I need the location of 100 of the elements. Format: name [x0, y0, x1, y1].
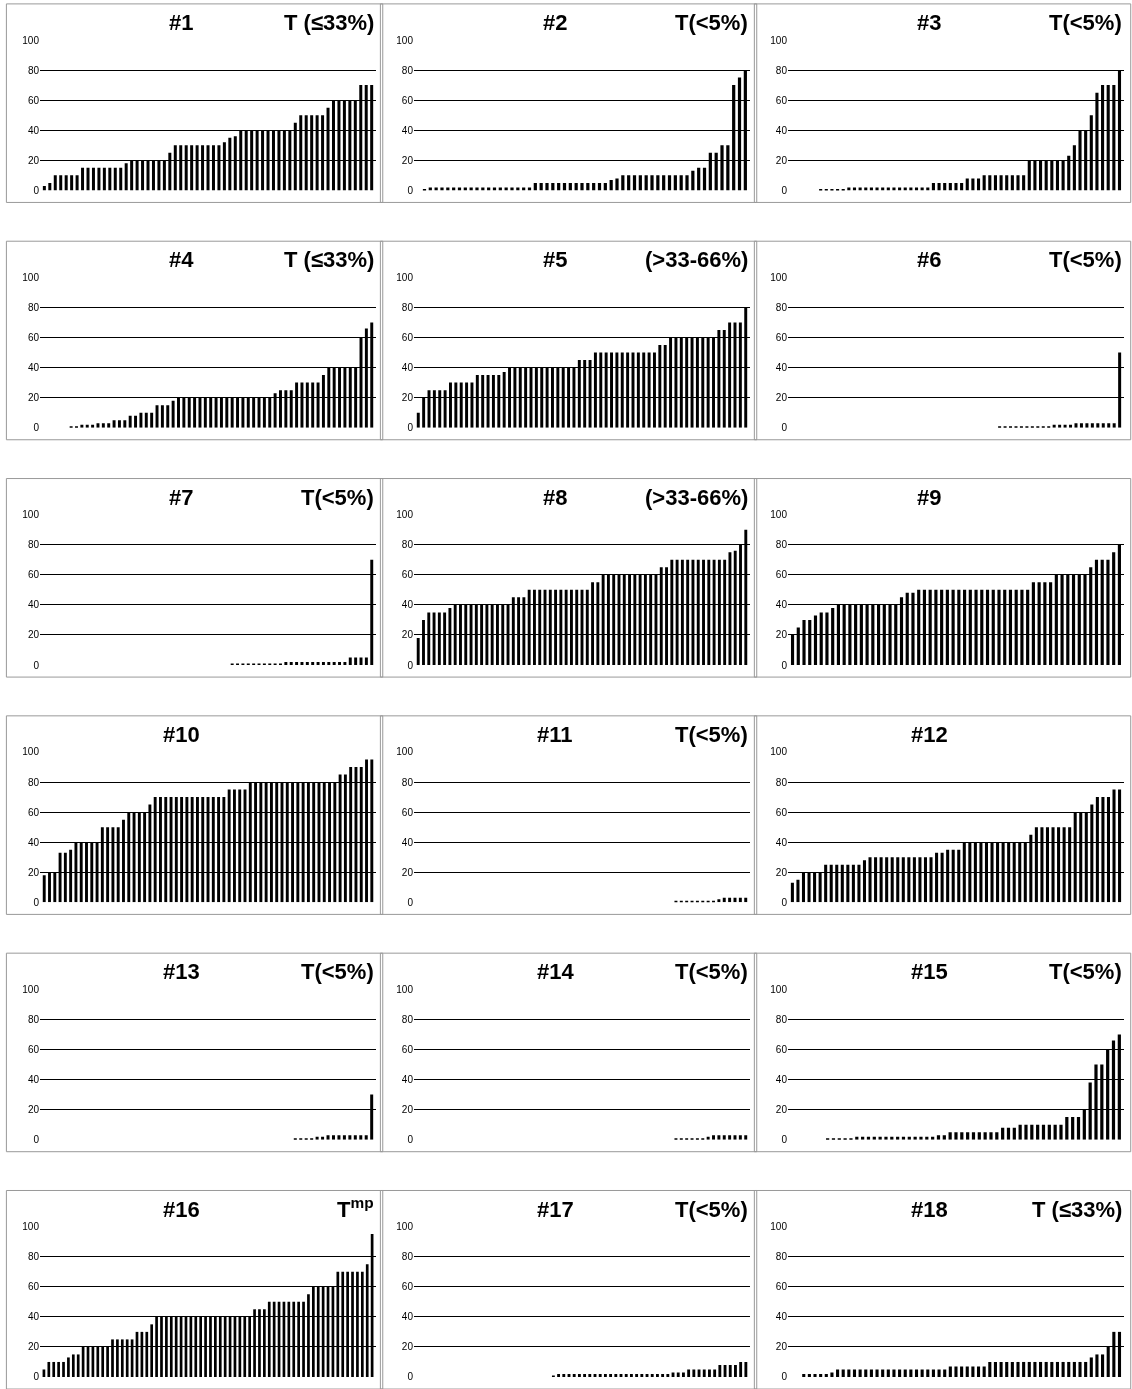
bar — [667, 175, 672, 191]
bar — [1044, 1361, 1048, 1377]
y-tick-label: 40 — [775, 124, 788, 136]
bar — [615, 178, 619, 191]
y-tick-label: 80 — [401, 1251, 414, 1263]
bar — [632, 175, 637, 191]
y-tick-label: 100 — [22, 1221, 40, 1233]
chart-title: #17 — [537, 1197, 574, 1222]
bar — [1039, 1361, 1043, 1377]
bar — [86, 167, 90, 191]
text: T(<5%) — [675, 10, 748, 35]
y-tick-label: 20 — [401, 154, 414, 166]
text: T(<5%) — [301, 959, 374, 984]
bar — [914, 187, 919, 191]
bar — [898, 1369, 902, 1377]
bar — [481, 187, 485, 191]
y-tick-label: 0 — [33, 659, 40, 671]
bar — [463, 187, 467, 191]
y-tick-label: 80 — [27, 776, 40, 788]
y-tick-label: 60 — [401, 806, 414, 818]
y-tick-label: 60 — [27, 1043, 40, 1055]
y-tick-label: 80 — [401, 776, 414, 788]
bar — [475, 187, 479, 191]
bar — [909, 1369, 913, 1377]
bar — [697, 167, 701, 191]
bar — [166, 405, 170, 428]
bar — [886, 187, 890, 191]
bar — [1065, 1117, 1069, 1140]
text: (>33-66%) — [645, 247, 749, 272]
bar — [691, 170, 695, 191]
bar — [903, 1369, 907, 1377]
y-tick-label: 100 — [396, 746, 414, 758]
text: T$^{mp}$ — [337, 1194, 374, 1223]
bar — [847, 187, 851, 191]
bar — [113, 167, 117, 191]
bar — [943, 1369, 947, 1377]
y-tick-label: 20 — [27, 1104, 40, 1116]
y-tick-label: 80 — [27, 1251, 40, 1263]
bar — [920, 187, 924, 191]
y-tick-label: 80 — [775, 539, 788, 551]
y-tick-label: 40 — [27, 1074, 40, 1086]
bar — [562, 1373, 566, 1377]
bar — [841, 1369, 845, 1377]
bar — [813, 1373, 817, 1377]
bar — [852, 187, 857, 191]
chart-title: #2 — [543, 10, 568, 35]
y-tick-label: 80 — [27, 539, 40, 551]
y-tick-label: 20 — [775, 1341, 788, 1353]
bar — [993, 175, 997, 191]
bar — [139, 412, 143, 428]
y-tick-label: 40 — [27, 124, 40, 136]
bar — [343, 662, 347, 666]
bar — [676, 1372, 680, 1377]
bar — [960, 182, 964, 191]
y-tick-label: 100 — [770, 271, 788, 283]
y-tick-label: 100 — [770, 1221, 788, 1233]
y-tick-label: 60 — [27, 806, 40, 818]
y-tick-label: 80 — [401, 539, 414, 551]
text: T(<5%) — [675, 959, 748, 984]
y-tick-label: 80 — [775, 64, 788, 76]
bar — [434, 187, 438, 191]
bar — [545, 182, 549, 191]
bar — [960, 1366, 964, 1377]
bar — [300, 662, 304, 666]
bar — [802, 1373, 806, 1377]
chart-title: #14 — [537, 959, 575, 984]
chart-title: #5 — [543, 247, 568, 272]
y-tick-label: 20 — [775, 154, 788, 166]
y-tick-label: 0 — [407, 184, 414, 196]
y-tick-label: 0 — [33, 1371, 40, 1383]
bar — [920, 1369, 924, 1377]
y-tick-label: 20 — [27, 392, 40, 404]
bar — [42, 875, 46, 903]
bar — [1010, 175, 1014, 191]
y-tick-label: 100 — [770, 746, 788, 758]
bar — [702, 167, 707, 191]
y-tick-label: 80 — [27, 301, 40, 313]
text: (>33-66%) — [645, 485, 749, 510]
bar — [440, 187, 444, 191]
y-tick-label: 80 — [401, 64, 414, 76]
bar — [819, 1373, 823, 1377]
bar — [321, 662, 325, 666]
y-tick-label: 0 — [407, 896, 414, 908]
y-tick-label: 20 — [775, 629, 788, 641]
y-tick-label: 100 — [770, 509, 788, 521]
bar — [864, 1369, 868, 1377]
chart-title: #1 — [169, 10, 194, 35]
y-tick-label: 60 — [27, 1281, 40, 1293]
chart-title: #10 — [163, 722, 200, 747]
bar — [713, 1369, 717, 1377]
bar — [1022, 175, 1026, 191]
bar — [428, 187, 432, 191]
y-tick-label: 0 — [781, 184, 788, 196]
bar — [988, 175, 992, 191]
y-tick-label: 40 — [27, 599, 40, 611]
y-tick-label: 80 — [775, 301, 788, 313]
y-tick-label: 60 — [401, 1043, 414, 1055]
bar — [457, 187, 462, 191]
bar — [881, 1369, 885, 1377]
y-tick-label: 80 — [775, 776, 788, 788]
